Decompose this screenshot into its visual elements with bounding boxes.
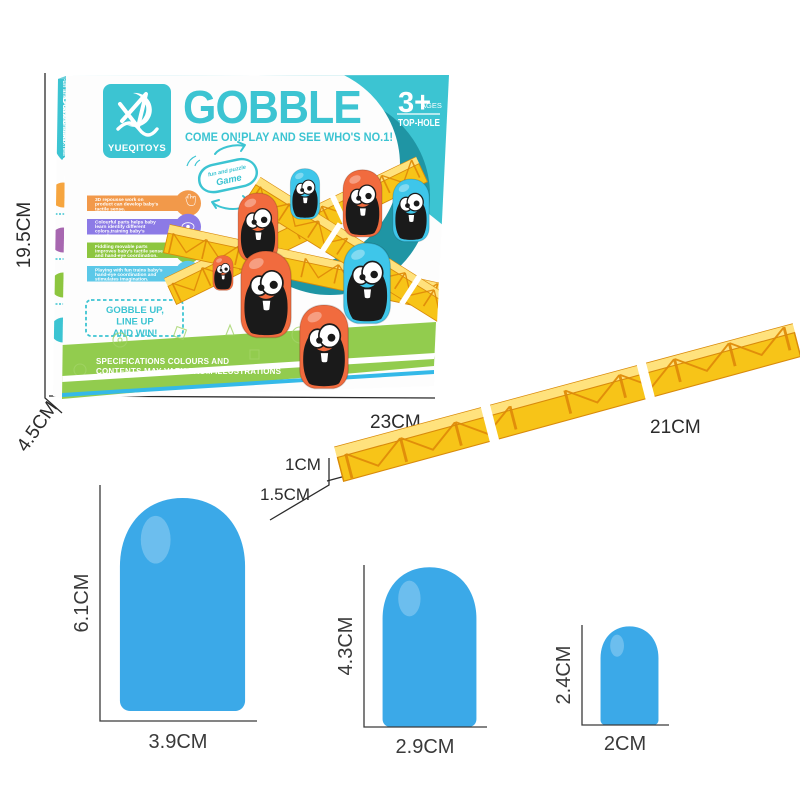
svg-text:TOP-HOLE: TOP-HOLE [398, 118, 440, 129]
svg-text:SPECIFICATIONS COLOURS AND: SPECIFICATIONS COLOURS AND [96, 357, 229, 366]
svg-text:4.3CM: 4.3CM [335, 617, 357, 676]
svg-text:tactile sense.: tactile sense. [95, 206, 125, 212]
svg-text:21CM: 21CM [650, 417, 701, 438]
svg-text:1CM: 1CM [285, 455, 321, 474]
svg-text:CONTENTS MAY VARY FROM ILLUSTR: CONTENTS MAY VARY FROM ILLUSTRATIONS [96, 367, 282, 376]
svg-text:2CM: 2CM [604, 733, 646, 755]
svg-text:GOBBLE UP,: GOBBLE UP, [106, 305, 164, 316]
svg-text:GOBBLE: GOBBLE [183, 81, 361, 133]
svg-text:AGES: AGES [421, 101, 442, 110]
svg-text:LINE UP: LINE UP [116, 317, 154, 328]
svg-text:1.5CM: 1.5CM [260, 485, 310, 504]
svg-text:19.5CM: 19.5CM [14, 202, 35, 269]
svg-text:YUEQITOYS: YUEQITOYS [108, 143, 166, 154]
svg-text:stimulates imagination.: stimulates imagination. [95, 277, 148, 283]
svg-text:and hand-eye coordination.: and hand-eye coordination. [95, 253, 158, 259]
svg-text:4.5CM: 4.5CM [13, 398, 62, 456]
svg-text:6.1CM: 6.1CM [71, 574, 93, 633]
svg-text:3.9CM: 3.9CM [149, 731, 208, 753]
svg-text:2.9CM: 2.9CM [396, 736, 455, 758]
svg-text:COME ON!PLAY AND SEE WHO'S NO.: COME ON!PLAY AND SEE WHO'S NO.1! [185, 130, 393, 144]
svg-text:visual sense.: visual sense. [95, 233, 125, 239]
svg-text:2.4CM: 2.4CM [553, 646, 575, 705]
